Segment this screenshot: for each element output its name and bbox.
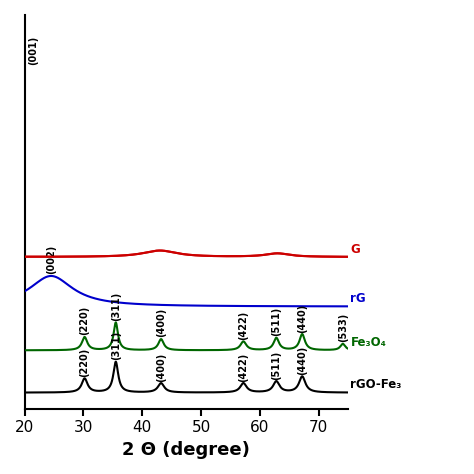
Text: (001): (001) (28, 36, 38, 64)
Text: (440): (440) (297, 303, 307, 333)
Text: (220): (220) (80, 347, 90, 377)
X-axis label: 2 Θ (degree): 2 Θ (degree) (122, 441, 250, 459)
Text: (220): (220) (80, 306, 90, 336)
Text: (311): (311) (111, 331, 121, 360)
Text: G: G (350, 243, 360, 255)
Text: (511): (511) (271, 350, 282, 380)
Text: (533): (533) (338, 313, 348, 342)
Text: (400): (400) (156, 308, 166, 337)
Text: Fe₃O₄: Fe₃O₄ (350, 336, 386, 349)
Text: (400): (400) (156, 352, 166, 382)
Text: rG: rG (350, 292, 366, 305)
Text: (440): (440) (297, 346, 307, 375)
Text: (002): (002) (46, 245, 56, 274)
Text: (311): (311) (111, 292, 121, 321)
Text: (422): (422) (238, 310, 248, 340)
Text: rGO-Fe₃: rGO-Fe₃ (350, 378, 402, 391)
Text: (511): (511) (271, 307, 282, 337)
Text: (422): (422) (238, 352, 248, 382)
